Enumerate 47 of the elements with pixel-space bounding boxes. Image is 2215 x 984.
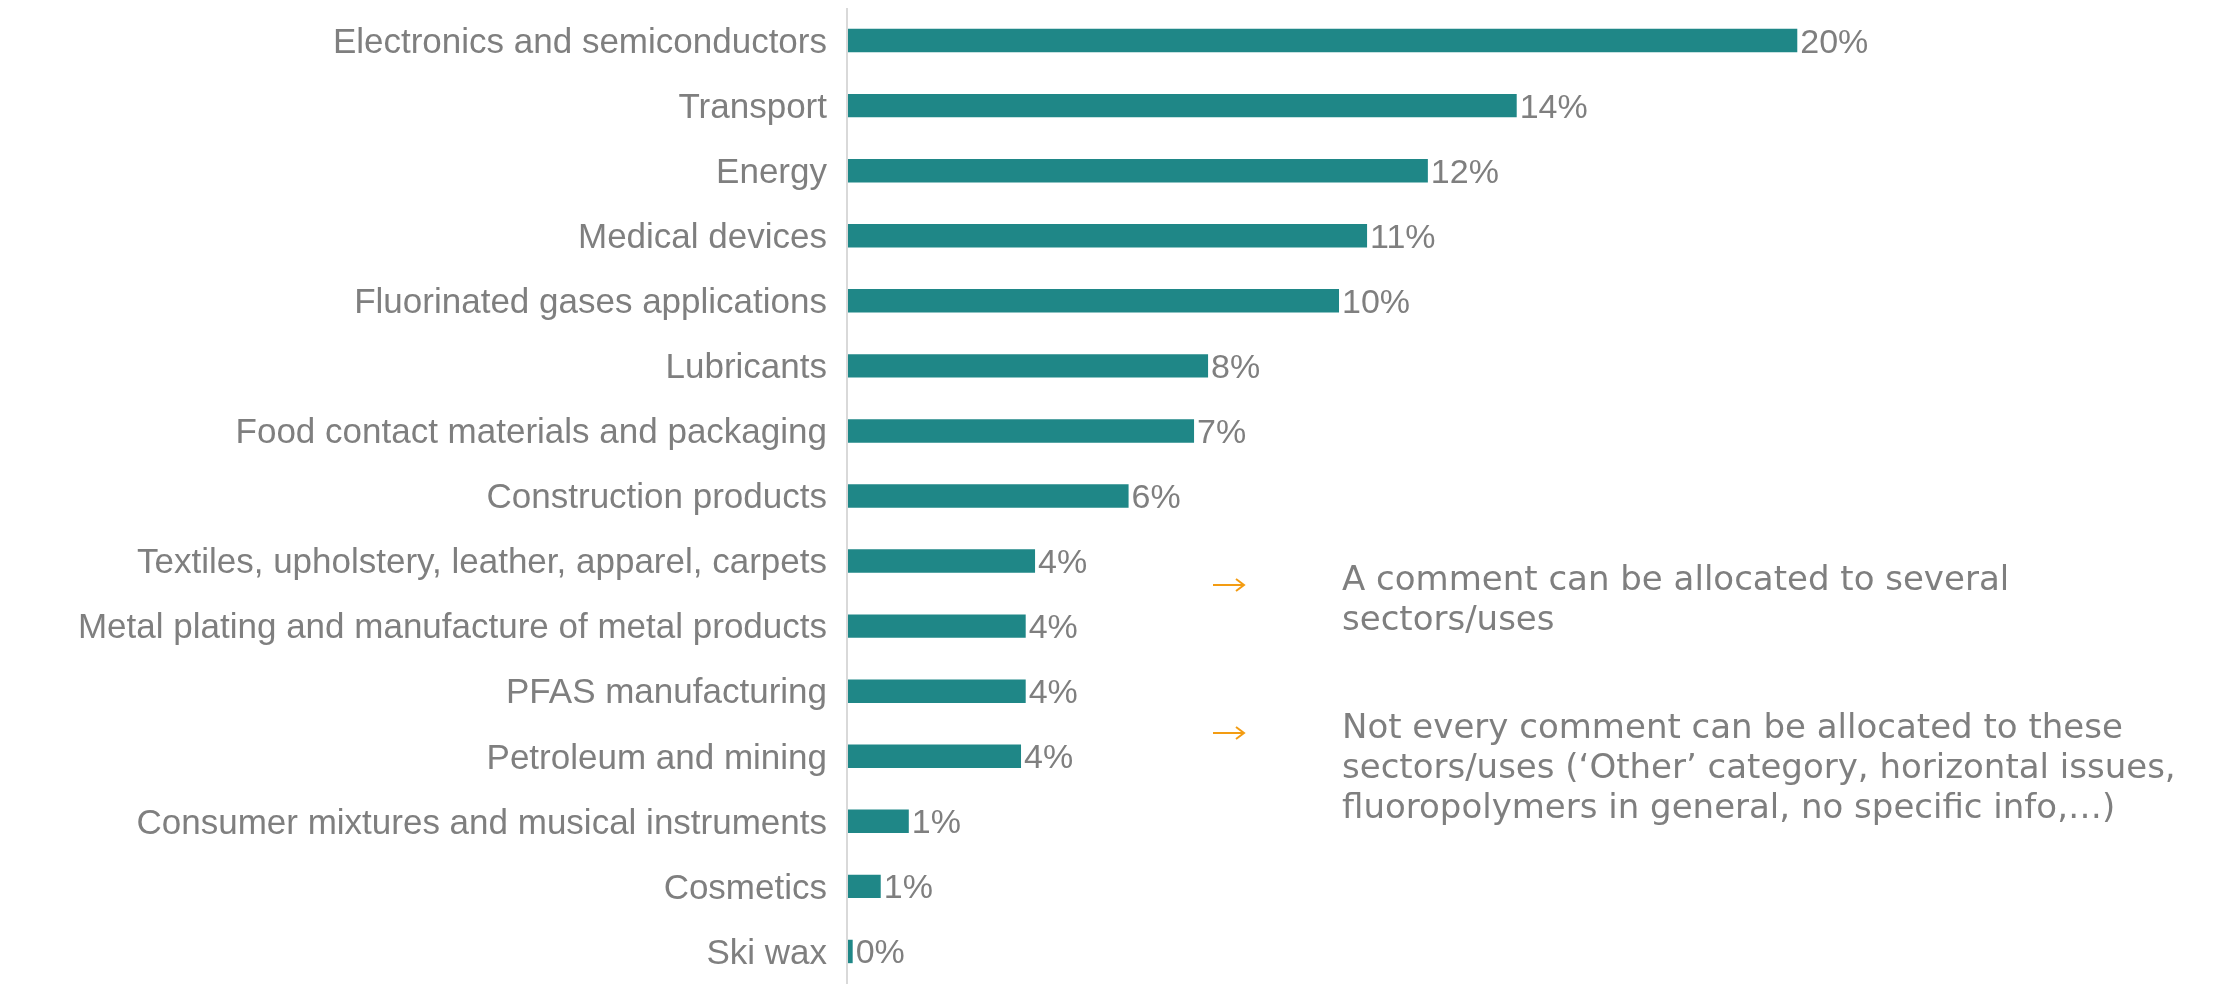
bar bbox=[848, 809, 909, 834]
y-tick-label: PFAS manufacturing bbox=[506, 671, 827, 711]
y-tick-label: Ski wax bbox=[706, 931, 828, 971]
bar bbox=[848, 744, 1022, 768]
bar bbox=[848, 939, 853, 964]
bar bbox=[848, 354, 1209, 378]
data-label: 0% bbox=[855, 932, 905, 971]
bar bbox=[848, 614, 1026, 638]
data-label: 12% bbox=[1430, 151, 1499, 190]
bar bbox=[848, 419, 1195, 443]
data-label: 7% bbox=[1197, 411, 1247, 450]
bar bbox=[848, 93, 1517, 118]
y-tick-label: Energy bbox=[716, 150, 828, 190]
y-tick-label: Textiles, upholstery, leather, apparel, carpets bbox=[136, 541, 827, 581]
data-label: 4% bbox=[1038, 542, 1088, 581]
bar bbox=[848, 289, 1340, 313]
y-tick-label: Medical devices bbox=[578, 215, 827, 255]
data-label: 10% bbox=[1342, 281, 1411, 320]
y-tick-label: Transport bbox=[678, 85, 828, 125]
data-label: 6% bbox=[1131, 477, 1181, 515]
data-label: 14% bbox=[1519, 86, 1588, 125]
y-tick-label: Lubricants bbox=[665, 346, 827, 386]
bar bbox=[848, 549, 1036, 573]
y-tick-label: Petroleum and mining bbox=[486, 736, 827, 776]
bar bbox=[848, 874, 881, 899]
data-label: 4% bbox=[1024, 737, 1074, 776]
y-tick-label: Fluorinated gases applications bbox=[354, 281, 827, 321]
data-label: 1% bbox=[911, 802, 961, 841]
annotation: A comment can be allocated to several sectors/uses bbox=[1342, 558, 2011, 638]
bar bbox=[848, 679, 1026, 703]
bar bbox=[848, 484, 1129, 508]
annotation: Not every comment can be allocated to these sectors/uses (‘Other’ category, horizontal issues, fluoropolymers in general, no specific info,…) bbox=[1342, 706, 2177, 826]
y-tick-label: Cosmetics bbox=[663, 866, 827, 906]
data-label: 20% bbox=[1800, 21, 1869, 60]
y-tick-label: Food contact materials and packaging bbox=[235, 411, 827, 451]
data-label: 4% bbox=[1028, 672, 1078, 711]
bar bbox=[848, 224, 1368, 248]
data-label: 11% bbox=[1370, 216, 1436, 255]
y-tick-label: Construction products bbox=[486, 476, 827, 516]
data-label: 1% bbox=[883, 867, 933, 906]
data-label: 4% bbox=[1028, 607, 1078, 646]
bar bbox=[848, 158, 1428, 183]
y-tick-label: Metal plating and manufacture of metal products bbox=[77, 606, 827, 646]
data-label: 8% bbox=[1211, 346, 1261, 385]
y-tick-label: Electronics and semiconductors bbox=[332, 20, 827, 60]
y-tick-label: Consumer mixtures and musical instruments bbox=[136, 801, 827, 841]
bar bbox=[848, 28, 1798, 53]
